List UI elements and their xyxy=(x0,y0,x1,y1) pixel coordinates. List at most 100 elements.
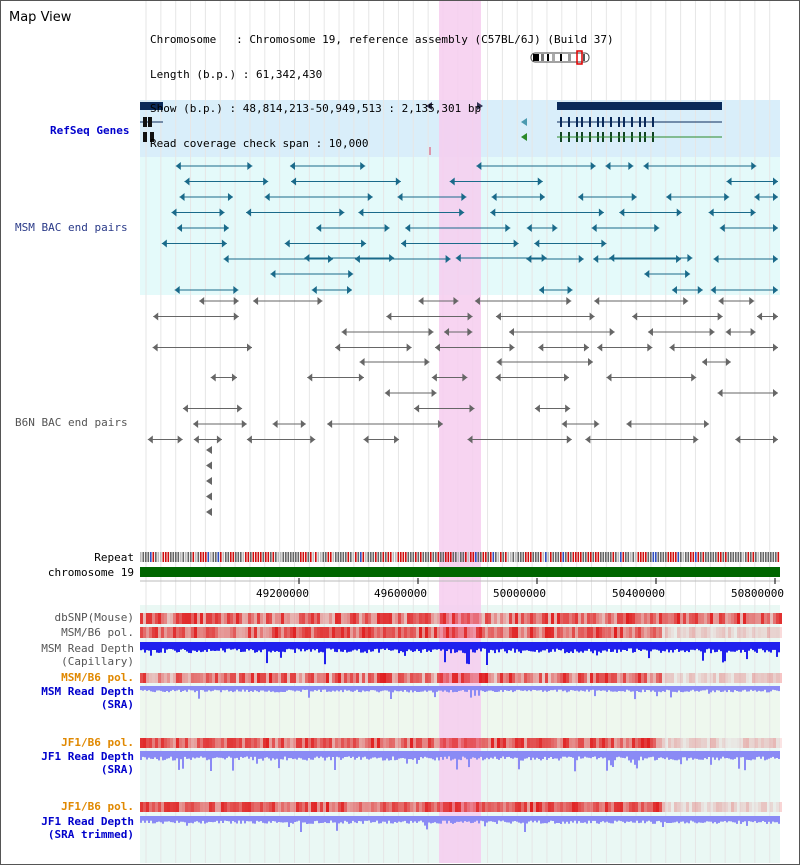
heatmap-cell xyxy=(551,802,554,812)
repeat-element xyxy=(255,552,257,562)
depth-bar xyxy=(512,816,514,822)
heatmap-cell xyxy=(299,627,302,638)
depth-bar xyxy=(590,642,592,652)
heatmap-cell xyxy=(737,802,740,812)
depth-bar xyxy=(182,686,184,691)
depth-bar xyxy=(572,816,574,823)
bac-end-marker xyxy=(697,286,703,294)
heatmap-cell xyxy=(260,627,263,638)
depth-bar xyxy=(696,686,698,691)
heatmap-cell xyxy=(305,627,308,638)
bac-end-marker xyxy=(206,477,212,485)
depth-bar xyxy=(564,642,566,654)
heatmap-cell xyxy=(479,613,482,624)
heatmap-cell xyxy=(182,627,185,638)
heatmap-cell xyxy=(323,738,326,748)
depth-bar xyxy=(636,642,638,649)
heatmap-cell xyxy=(695,627,698,638)
bac-end-marker xyxy=(221,239,227,248)
bac-end-marker xyxy=(718,297,724,305)
bac-end-marker xyxy=(233,312,239,321)
heatmap-cell xyxy=(419,627,422,638)
heatmap-cell xyxy=(359,627,362,638)
heatmap-cell xyxy=(572,673,575,683)
heatmap-cell xyxy=(464,673,467,683)
depth-bar xyxy=(418,686,420,692)
depth-bar xyxy=(776,642,778,657)
depth-bar xyxy=(696,751,698,759)
depth-bar xyxy=(552,642,554,650)
heatmap-cell xyxy=(407,673,410,683)
repeat-element xyxy=(712,552,715,562)
depth-bar xyxy=(216,642,218,651)
depth-bar xyxy=(258,686,260,693)
view-title: Map View xyxy=(9,10,72,25)
heatmap-cell xyxy=(425,673,428,683)
heatmap-cell xyxy=(758,613,761,624)
repeat-element xyxy=(157,552,160,562)
depth-bar xyxy=(302,686,304,690)
depth-bar xyxy=(474,751,476,758)
depth-bar xyxy=(406,816,408,824)
depth-bar xyxy=(336,816,338,831)
repeat-element xyxy=(470,552,472,562)
bac-end-marker xyxy=(647,343,653,352)
heatmap-cell xyxy=(299,613,302,624)
depth-bar xyxy=(468,686,470,690)
depth-bar xyxy=(204,751,206,758)
depth-bar xyxy=(432,686,434,693)
depth-bar xyxy=(340,816,342,823)
heatmap-cell xyxy=(626,802,629,812)
depth-bar xyxy=(204,816,206,824)
heatmap-cell xyxy=(476,802,479,812)
heatmap-cell xyxy=(713,613,716,624)
depth-bar xyxy=(472,642,474,653)
depth-bar xyxy=(534,816,536,821)
bac-end-marker xyxy=(710,286,716,294)
repeat-element xyxy=(287,552,290,562)
heatmap-cell xyxy=(167,613,170,624)
depth-bar xyxy=(266,751,268,758)
depth-bar xyxy=(730,816,732,822)
heatmap-cell xyxy=(251,738,254,748)
heatmap-cell xyxy=(725,613,728,624)
depth-bar xyxy=(702,686,704,691)
repeat-element xyxy=(330,552,332,562)
depth-bar xyxy=(222,686,224,691)
heatmap-cell xyxy=(203,673,206,683)
track-label-refseq[interactable]: RefSeq Genes xyxy=(50,124,130,137)
heatmap-cell xyxy=(164,627,167,638)
depth-bar xyxy=(530,816,532,821)
depth-bar xyxy=(280,686,282,692)
heatmap-cell xyxy=(476,738,479,748)
heatmap-cell xyxy=(140,802,143,812)
repeat-element xyxy=(680,552,682,562)
depth-bar xyxy=(494,642,496,654)
depth-bar xyxy=(578,686,580,692)
depth-bar xyxy=(508,686,510,691)
depth-bar xyxy=(472,751,474,758)
heatmap-cell xyxy=(254,627,257,638)
depth-bar xyxy=(674,751,676,761)
depth-bar xyxy=(292,816,294,824)
depth-bar xyxy=(370,686,372,691)
depth-bar xyxy=(658,642,660,651)
depth-bar xyxy=(676,642,678,649)
repeat-element xyxy=(260,552,262,562)
depth-bar xyxy=(260,816,262,822)
heatmap-cell xyxy=(527,627,530,638)
bac-end-marker xyxy=(505,224,511,232)
depth-bar xyxy=(470,642,472,650)
repeat-element xyxy=(237,552,240,562)
track-label-b6n-bac[interactable]: B6N BAC end pairs xyxy=(15,416,128,429)
depth-bar xyxy=(750,686,752,690)
bac-end-marker xyxy=(541,254,547,262)
heatmap-cell xyxy=(377,802,380,812)
heatmap-cell xyxy=(164,738,167,748)
depth-bar xyxy=(248,816,250,822)
track-label-msm-bac[interactable]: MSM BAC end pairs xyxy=(15,221,128,234)
heatmap-cell xyxy=(722,802,725,812)
depth-bar xyxy=(632,642,634,653)
heatmap-cell xyxy=(158,802,161,812)
